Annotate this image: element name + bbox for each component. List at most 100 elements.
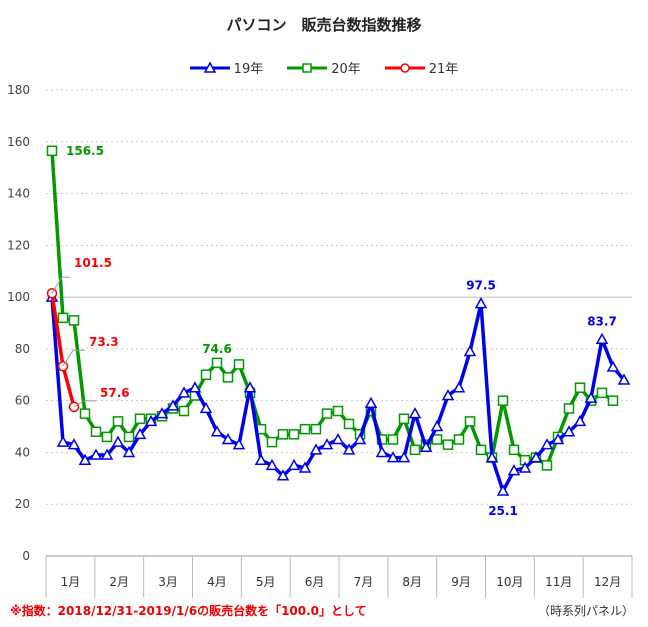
data-point — [343, 418, 355, 430]
data-point — [243, 381, 257, 393]
data-point — [331, 432, 345, 445]
data-point — [540, 438, 554, 450]
data-point — [166, 399, 180, 411]
data-point — [463, 344, 477, 357]
data-point — [529, 451, 543, 463]
y-tick-label: 60 — [15, 394, 30, 408]
data-point — [233, 359, 245, 370]
x-tick-label: 7月 — [354, 575, 374, 589]
leader-line — [51, 276, 70, 294]
leader-line — [62, 349, 85, 367]
x-tick-label: 1月 — [61, 575, 81, 589]
data-point — [298, 461, 312, 473]
data-point — [200, 369, 212, 381]
data-point — [122, 445, 136, 458]
data-point — [430, 420, 444, 432]
data-point — [453, 434, 465, 445]
x-tick-label: 3月 — [158, 575, 178, 589]
data-point — [222, 372, 234, 383]
data-point — [79, 408, 91, 419]
data-point — [551, 432, 565, 445]
data-point — [101, 431, 113, 443]
data-point — [177, 386, 191, 398]
data-point — [342, 443, 356, 455]
data-point — [397, 451, 411, 463]
legend-marker-19 — [189, 61, 230, 73]
data-point — [112, 416, 124, 427]
leader-line — [73, 400, 96, 408]
x-tick-label: 8月 — [402, 575, 422, 589]
data-point — [474, 297, 488, 309]
data-label: 156.5 — [66, 144, 104, 158]
legend-item-20: 20年 — [287, 58, 361, 77]
y-tick-label: 0 — [22, 549, 30, 563]
data-point — [188, 381, 202, 393]
data-point — [563, 403, 575, 414]
x-tick-label: 10月 — [496, 575, 523, 589]
data-label: 97.5 — [466, 279, 496, 293]
data-point — [574, 382, 586, 393]
data-point — [57, 312, 69, 324]
y-tick-label: 120 — [7, 238, 30, 252]
legend-label: 21年 — [428, 62, 459, 77]
data-point — [89, 448, 103, 460]
data-point — [320, 438, 334, 450]
legend-marker-20 — [287, 62, 328, 73]
x-tick-label: 9月 — [451, 575, 471, 589]
data-point — [67, 438, 81, 450]
data-point — [277, 429, 289, 440]
y-tick-label: 80 — [15, 342, 30, 356]
data-point — [353, 432, 367, 445]
legend-label: 20年 — [331, 62, 361, 77]
data-point — [497, 395, 509, 406]
source-note: （時系列パネル） — [537, 604, 634, 618]
x-tick-label: 12月 — [594, 575, 621, 589]
data-point — [134, 413, 146, 425]
y-tick-label: 160 — [7, 135, 30, 149]
data-point — [210, 425, 224, 437]
data-point — [78, 453, 92, 465]
data-point — [464, 416, 476, 427]
data-point — [266, 436, 278, 448]
data-point — [442, 439, 454, 450]
data-point — [419, 440, 433, 453]
legend-label: 19年 — [233, 62, 264, 77]
data-point — [409, 444, 421, 456]
data-point — [518, 461, 532, 473]
data-point — [496, 484, 510, 496]
x-tick-label: 11月 — [545, 575, 572, 589]
data-point — [276, 469, 290, 481]
data-point — [617, 373, 631, 385]
data-point — [584, 391, 598, 403]
data-label: 25.1 — [488, 504, 518, 518]
y-tick-label: 100 — [7, 290, 30, 304]
data-point — [375, 445, 389, 458]
data-point — [144, 414, 158, 427]
data-point — [299, 423, 311, 435]
data-point — [90, 426, 102, 437]
legend-marker-21 — [384, 62, 425, 73]
data-point — [508, 444, 520, 456]
data-label: 101.5 — [74, 256, 112, 270]
data-point — [232, 438, 246, 450]
legend-item-19: 19年 — [189, 58, 264, 77]
data-point — [221, 432, 235, 445]
data-point — [431, 434, 443, 445]
data-point — [596, 387, 608, 399]
legend-item-21: 21年 — [384, 58, 459, 77]
data-label: 73.3 — [89, 335, 119, 349]
data-point — [386, 451, 400, 463]
data-point — [133, 427, 147, 440]
x-tick-label: 4月 — [207, 575, 227, 589]
legend: 19年 20年 21年 — [0, 58, 648, 77]
data-label: 83.7 — [587, 314, 617, 328]
data-point — [607, 395, 619, 406]
x-tick-label: 6月 — [305, 575, 325, 589]
data-point — [46, 145, 58, 157]
data-point — [475, 444, 487, 456]
data-point — [100, 448, 114, 460]
data-point — [541, 460, 553, 471]
x-tick-label: 2月 — [109, 575, 129, 589]
data-point — [485, 451, 499, 463]
